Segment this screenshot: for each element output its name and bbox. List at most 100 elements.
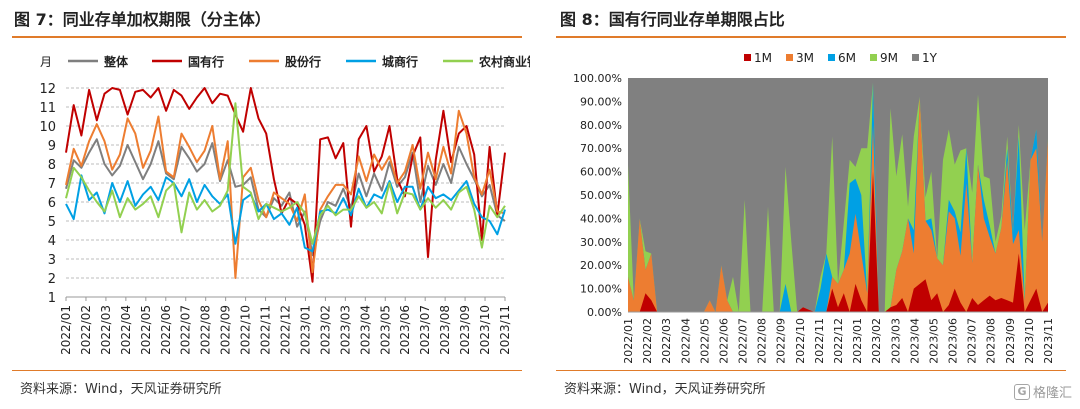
x-tick-label: 2022/10 — [794, 318, 807, 364]
legend-label: 1M — [754, 51, 772, 65]
x-tick-label: 2023/10 — [1023, 318, 1036, 364]
x-tick-label: 2023/07 — [966, 318, 979, 364]
legend-swatch — [786, 54, 793, 61]
legend-label: 国有行 — [188, 54, 224, 69]
y-tick-label: 50.00% — [580, 189, 622, 202]
x-tick-label: 2023/05 — [378, 305, 392, 355]
y-tick-label: 12 — [39, 82, 56, 97]
series-line — [65, 109, 506, 279]
right-area-chart: 0.00% 10.00% 20.00% 30.00% 40.00% 50.00% 60.00… — [573, 51, 1055, 364]
y-axis-label: 月 — [40, 55, 52, 69]
x-tick-label: 2022/06 — [717, 318, 730, 364]
legend-swatch — [744, 54, 751, 61]
x-tick-label: 2022/10 — [239, 305, 253, 355]
x-tick-label: 2022/09 — [219, 305, 233, 355]
x-tick-label: 2022/03 — [660, 318, 673, 364]
x-tick-label: 2023/11 — [498, 305, 512, 355]
x-tick-label: 2022/01 — [59, 305, 73, 355]
x-tick-label: 2022/04 — [119, 305, 133, 355]
series-line — [65, 102, 506, 249]
x-tick-label: 2022/02 — [641, 318, 654, 364]
x-tick-label: 2023/04 — [358, 305, 372, 355]
y-tick-label: 1 — [48, 291, 56, 306]
x-tick-label: 2022/07 — [179, 305, 193, 355]
left-panel: 图 7：同业存单加权期限（分主体） 月 1 2 3 4 5 6 7 8 9 10 11 12 2022/0… — [0, 0, 530, 409]
x-tick-label: 2022/08 — [756, 318, 769, 364]
y-tick-label: 9 — [48, 139, 56, 154]
x-tick-label: 2022/04 — [679, 318, 692, 364]
left-chart-title: 图 7：同业存单加权期限（分主体） — [14, 10, 271, 29]
series-line — [65, 138, 506, 257]
x-tick-label: 2023/09 — [1004, 318, 1017, 364]
y-tick-label: 4 — [48, 234, 56, 249]
x-tick-label: 2023/01 — [298, 305, 312, 355]
x-tick-label: 2022/03 — [99, 305, 113, 355]
legend-label: 9M — [880, 51, 898, 65]
x-tick-label: 2022/05 — [139, 305, 153, 355]
series-line — [65, 174, 506, 253]
x-tick-label: 2023/01 — [851, 318, 864, 364]
x-tick-label: 2022/11 — [259, 305, 273, 355]
watermark-g-icon: G — [1013, 383, 1030, 400]
y-tick-label: 0.00% — [587, 306, 622, 319]
x-tick-label: 2022/12 — [832, 318, 845, 364]
x-tick-label: 2022/09 — [775, 318, 788, 364]
y-tick-label: 30.00% — [580, 236, 622, 249]
y-tick-label: 6 — [48, 196, 56, 211]
y-tick-label: 40.00% — [580, 212, 622, 225]
x-tick-label: 2023/03 — [338, 305, 352, 355]
y-tick-label: 80.00% — [580, 119, 622, 132]
x-tick-label: 2023/06 — [398, 305, 412, 355]
x-tick-label: 2023/04 — [908, 318, 921, 364]
series-line — [65, 87, 506, 283]
y-tick-label: 60.00% — [580, 166, 622, 179]
right-chart-title: 图 8：国有行同业存单期限占比 — [560, 10, 785, 29]
right-title-rule — [556, 36, 1066, 38]
legend-swatch — [828, 54, 835, 61]
right-source: 资料来源：Wind，天风证券研究所 — [564, 382, 766, 397]
watermark-text: 格隆汇 — [1032, 386, 1072, 401]
x-tick-label: 2023/02 — [870, 318, 883, 364]
y-tick-label: 7 — [48, 177, 56, 192]
x-tick-label: 2023/03 — [889, 318, 902, 364]
left-source-rule — [12, 370, 522, 371]
legend-label: 3M — [796, 51, 814, 65]
x-tick-label: 2022/01 — [622, 318, 635, 364]
legend-swatch — [912, 54, 919, 61]
legend-label: 城商行 — [382, 54, 418, 69]
legend-label: 6M — [838, 51, 856, 65]
x-tick-label: 2023/06 — [947, 318, 960, 364]
legend-swatch — [870, 54, 877, 61]
x-tick-label: 2023/08 — [438, 305, 452, 355]
y-tick-label: 10.00% — [580, 283, 622, 296]
x-tick-label: 2022/08 — [199, 305, 213, 355]
x-tick-label: 2023/10 — [478, 305, 492, 355]
x-tick-label: 2022/06 — [159, 305, 173, 355]
y-tick-label: 3 — [48, 253, 56, 268]
x-tick-label: 2023/02 — [318, 305, 332, 355]
y-tick-label: 100.00% — [573, 72, 622, 85]
legend-label: 股份行 — [285, 54, 321, 69]
y-tick-label: 11 — [39, 101, 56, 116]
legend-label: 农村商业银行 — [478, 54, 530, 69]
x-tick-label: 2022/12 — [279, 305, 293, 355]
x-tick-label: 2023/08 — [985, 318, 998, 364]
x-tick-label: 2023/09 — [458, 305, 472, 355]
x-tick-label: 2023/05 — [927, 318, 940, 364]
y-tick-label: 8 — [48, 158, 56, 173]
y-tick-label: 2 — [48, 272, 56, 287]
right-panel: 图 8：国有行同业存单期限占比 0.00% 10.00% 20.00% 30.00% 4… — [548, 0, 1080, 409]
legend-label: 1Y — [922, 51, 938, 65]
y-tick-label: 20.00% — [580, 259, 622, 272]
y-tick-label: 70.00% — [580, 142, 622, 155]
x-tick-label: 2023/07 — [418, 305, 432, 355]
y-tick-label: 10 — [39, 120, 56, 135]
x-tick-label: 2022/11 — [813, 318, 826, 364]
left-title-rule — [12, 36, 522, 38]
legend-label: 整体 — [103, 54, 129, 69]
left-source: 资料来源：Wind，天风证券研究所 — [20, 382, 222, 397]
area-9m — [628, 82, 1048, 312]
y-tick-label: 90.00% — [580, 95, 622, 108]
y-tick-label: 5 — [48, 215, 56, 230]
area-3m — [628, 96, 1048, 312]
